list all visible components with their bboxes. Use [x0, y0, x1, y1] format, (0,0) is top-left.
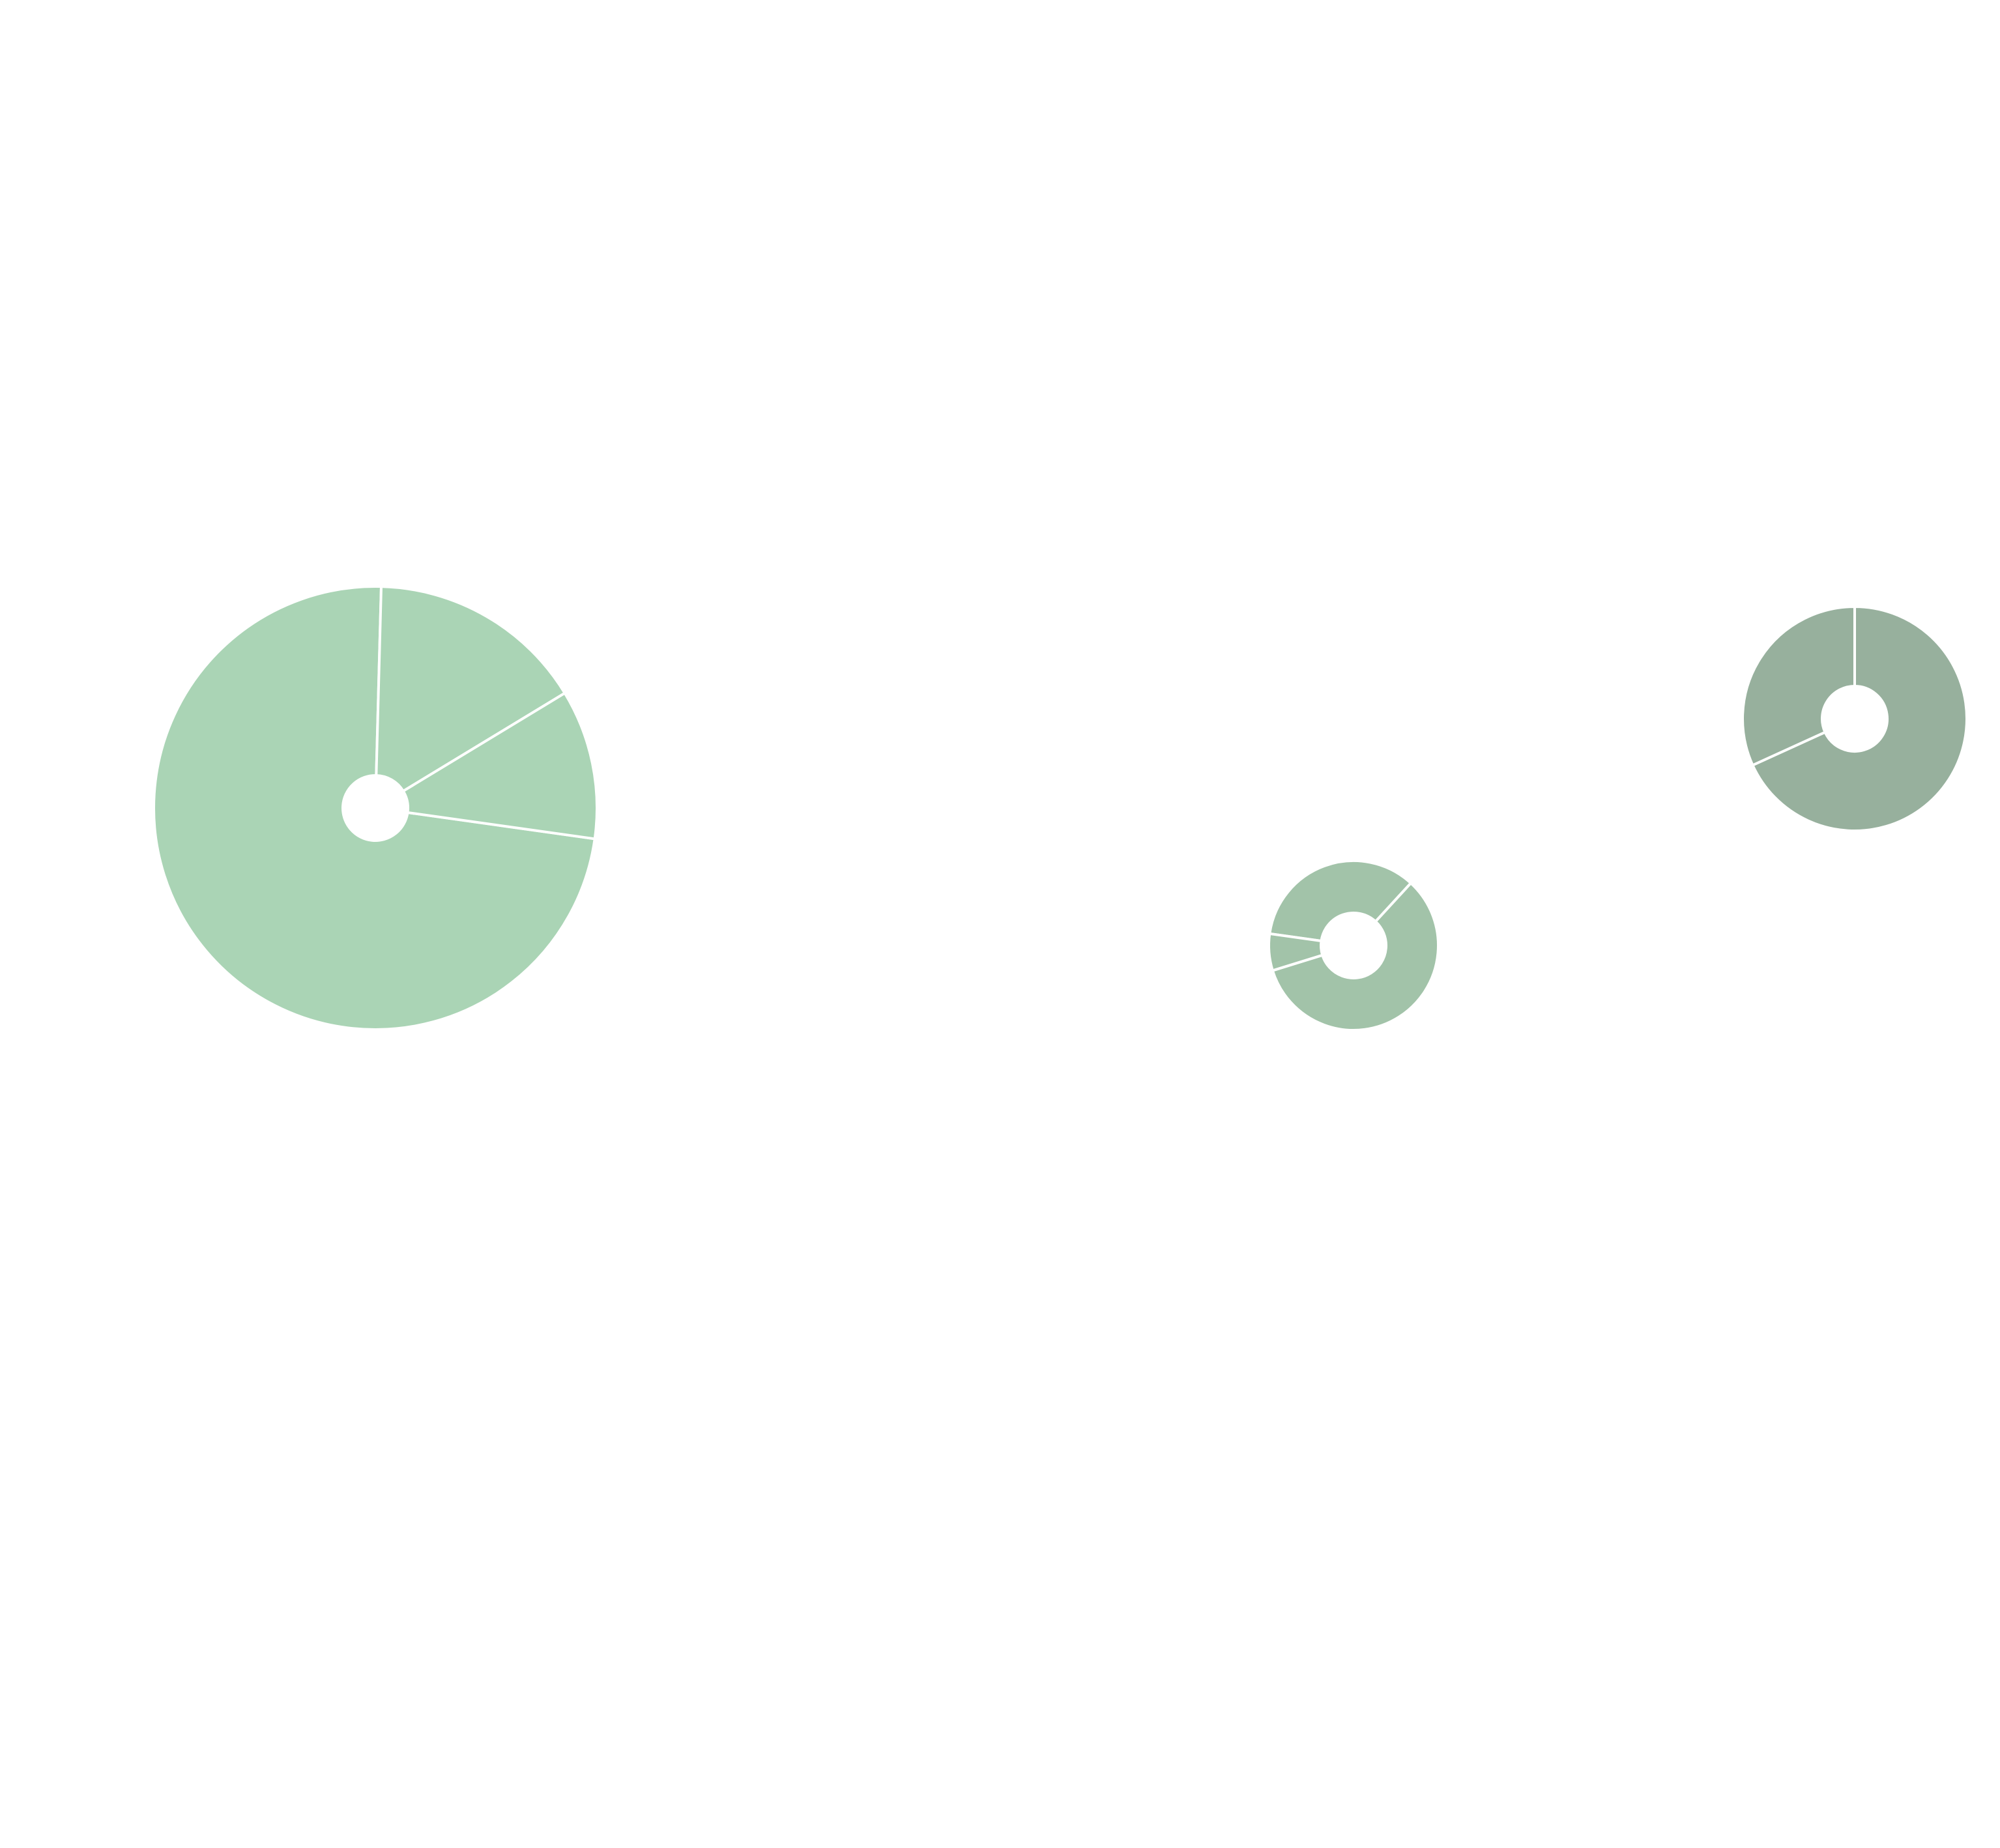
pie-slice-1-2: [375, 585, 567, 793]
pie-slice-2-3: [1268, 932, 1324, 972]
pie-slice-3-2: [1741, 605, 1856, 767]
donut-chart-small: [1268, 859, 1440, 1032]
pie-slice-2-2: [1271, 881, 1440, 1032]
pie-slice-1-1: [152, 585, 596, 1031]
donut-chart-large: [152, 585, 598, 1031]
donut-chart-medium: [1741, 605, 1968, 832]
pie-slice-1-3: [401, 691, 598, 841]
pie-slice-3-1: [1750, 605, 1968, 832]
